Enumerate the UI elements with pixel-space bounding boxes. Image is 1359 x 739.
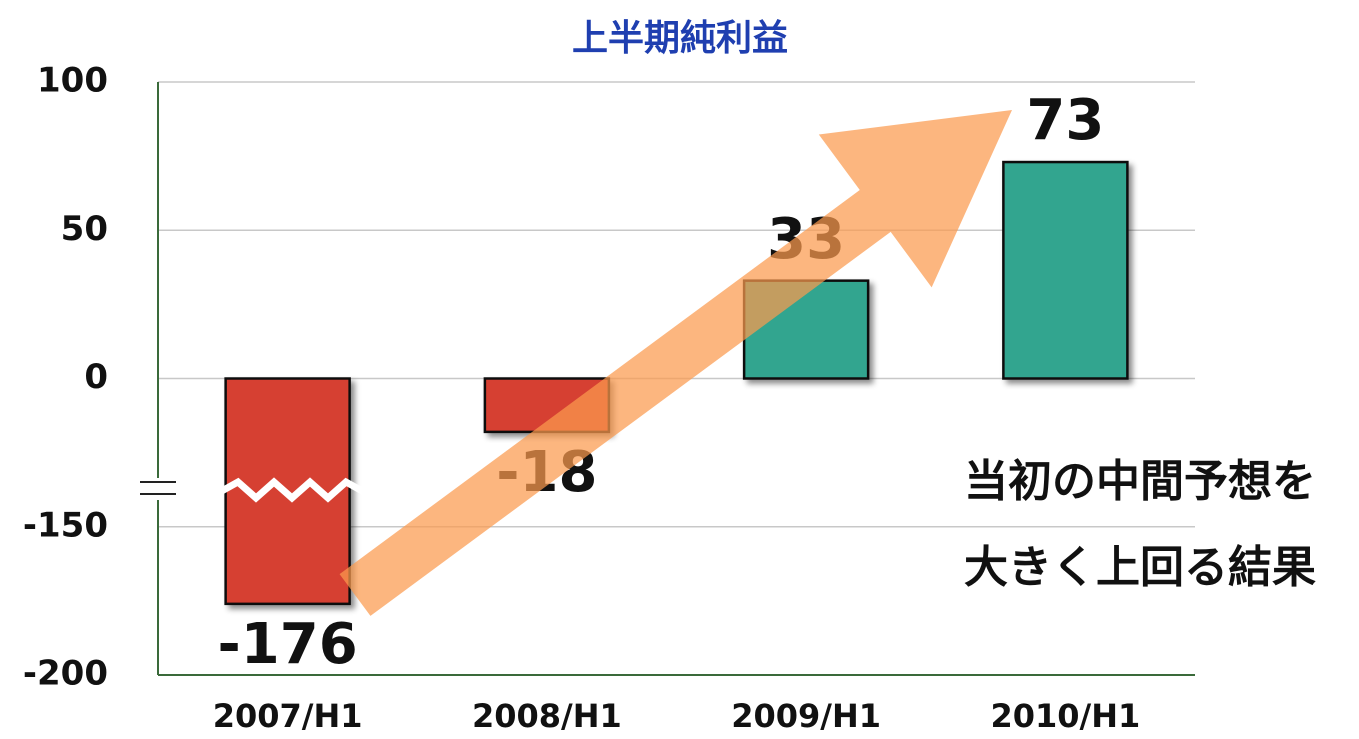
x-tick-label: 2008/H1 [472, 697, 622, 735]
annotation: 当初の中間予想を [964, 456, 1316, 507]
data-label: 73 [1026, 88, 1104, 153]
x-tick-label: 2009/H1 [731, 697, 881, 735]
y-tick-label: 100 [37, 61, 108, 101]
y-tick-label: 0 [84, 357, 108, 397]
x-tick-label: 2007/H1 [213, 697, 363, 735]
y-tick-label: -150 [23, 505, 108, 545]
annotation: 大きく上回る結果 [964, 542, 1316, 593]
bar [1002, 160, 1129, 380]
bar-break [218, 477, 366, 503]
axis-break [140, 478, 176, 500]
x-tick-label: 2010/H1 [990, 697, 1140, 735]
chart-title: 上半期純利益 [572, 18, 788, 59]
y-tick-label: -200 [23, 654, 108, 694]
y-tick-label: 50 [61, 209, 108, 249]
arrow [339, 110, 1013, 616]
data-label: -176 [218, 612, 358, 677]
